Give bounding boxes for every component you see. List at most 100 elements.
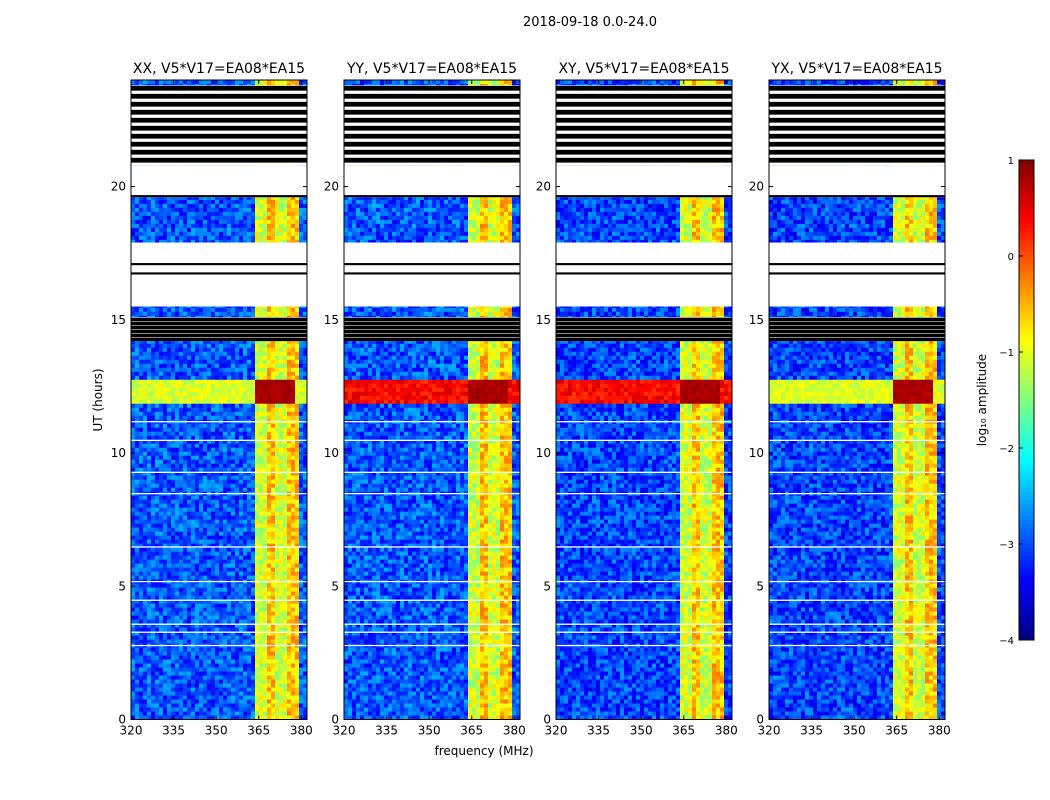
heatmap-cell xyxy=(163,80,167,84)
heatmap-cell xyxy=(147,204,151,208)
heatmap-cell xyxy=(135,80,139,84)
heatmap-cell xyxy=(187,212,191,216)
heatmap-cell xyxy=(283,204,287,208)
heatmap-cell xyxy=(231,200,235,204)
heatmap-cell xyxy=(167,80,171,84)
heatmap-cell xyxy=(231,208,235,212)
heatmap-cell xyxy=(239,80,243,84)
heatmap-cell xyxy=(131,200,135,204)
heatmap-cell xyxy=(183,80,187,84)
heatmap-cell xyxy=(295,216,299,220)
heatmap-cell xyxy=(271,80,275,84)
heatmap-cell xyxy=(227,200,231,204)
heatmap-cell xyxy=(215,220,219,224)
heatmap-cell xyxy=(135,212,139,216)
heatmap-cell xyxy=(235,208,239,212)
heatmap-cell xyxy=(199,204,203,208)
heatmap-cell xyxy=(139,212,143,216)
heatmap-cell xyxy=(143,200,147,204)
heatmap-cell xyxy=(139,200,143,204)
heatmap-cell xyxy=(255,200,259,204)
heatmap-cell xyxy=(275,212,279,216)
heatmap-cell xyxy=(183,204,187,208)
heatmap-cell xyxy=(291,204,295,208)
heatmap-cell xyxy=(139,220,143,224)
heatmap-cell xyxy=(223,216,227,220)
heatmap-cell xyxy=(283,216,287,220)
heatmap-cell xyxy=(243,216,247,220)
heatmap-cell xyxy=(171,220,175,224)
heatmap-cell xyxy=(215,216,219,220)
figure-suptitle: 2018-09-18 0.0-24.0 xyxy=(523,15,657,30)
heatmap-cell xyxy=(295,208,299,212)
heatmap-cell xyxy=(267,80,271,84)
heatmap-cell xyxy=(227,80,231,84)
heatmap-cell xyxy=(199,216,203,220)
heatmap-cell xyxy=(243,200,247,204)
heatmap-cell xyxy=(243,80,247,84)
heatmap-cell xyxy=(279,80,283,84)
heatmap-cell xyxy=(151,200,155,204)
heatmap-cell xyxy=(295,200,299,204)
heatmap-cell xyxy=(263,208,267,212)
heatmap-cell xyxy=(167,204,171,208)
heatmap-cell xyxy=(267,208,271,212)
heatmap-cell xyxy=(159,204,163,208)
heatmap-cell xyxy=(155,80,159,84)
heatmap-cell xyxy=(155,216,159,220)
heatmap-cell xyxy=(183,216,187,220)
heatmap-cell xyxy=(135,200,139,204)
heatmap-cell xyxy=(255,212,259,216)
heatmap-cell xyxy=(155,220,159,224)
heatmap-cell xyxy=(195,204,199,208)
heatmap-cell xyxy=(211,208,215,212)
heatmap-cell xyxy=(263,216,267,220)
heatmap-cell xyxy=(275,216,279,220)
heatmap-cell xyxy=(207,204,211,208)
heatmap-cell xyxy=(163,204,167,208)
heatmap-cell xyxy=(243,204,247,208)
heatmap-cell xyxy=(135,204,139,208)
heatmap-cell xyxy=(135,208,139,212)
heatmap-cell xyxy=(247,208,251,212)
heatmap-cell xyxy=(287,204,291,208)
heatmap-cell xyxy=(163,208,167,212)
heatmap-cell xyxy=(143,216,147,220)
heatmap-cell xyxy=(239,216,243,220)
heatmap-cell xyxy=(175,216,179,220)
heatmap-cell xyxy=(203,204,207,208)
heatmap-cell xyxy=(191,200,195,204)
heatmap-cell xyxy=(147,212,151,216)
heatmap-cell xyxy=(251,216,255,220)
heatmap-cell xyxy=(199,200,203,204)
heatmap-cell xyxy=(279,204,283,208)
heatmap-cell xyxy=(179,208,183,212)
heatmap-cell xyxy=(195,200,199,204)
heatmap-cell xyxy=(219,80,223,84)
heatmap-cell xyxy=(255,204,259,208)
heatmap-cell xyxy=(283,200,287,204)
heatmap-cell xyxy=(191,208,195,212)
heatmap-cell xyxy=(275,200,279,204)
heatmap-cell xyxy=(271,208,275,212)
heatmap-cell xyxy=(251,80,255,84)
heatmap-cell xyxy=(251,208,255,212)
heatmap-cell xyxy=(155,204,159,208)
heatmap-cell xyxy=(139,216,143,220)
heatmap-cell xyxy=(271,216,275,220)
heatmap-cell xyxy=(227,208,231,212)
heatmap-cell xyxy=(299,216,303,220)
heatmap-cell xyxy=(227,204,231,208)
heatmap-cell xyxy=(227,212,231,216)
heatmap-cell xyxy=(139,80,143,84)
heatmap-cell xyxy=(187,80,191,84)
heatmap-cell xyxy=(167,208,171,212)
heatmap-cell xyxy=(275,208,279,212)
heatmap-cell xyxy=(159,80,163,84)
heatmap-cell xyxy=(247,200,251,204)
heatmap-cell xyxy=(147,216,151,220)
heatmap-cell xyxy=(223,204,227,208)
heatmap-cell xyxy=(155,208,159,212)
heatmap-cell xyxy=(211,220,215,224)
heatmap-cell xyxy=(267,200,271,204)
